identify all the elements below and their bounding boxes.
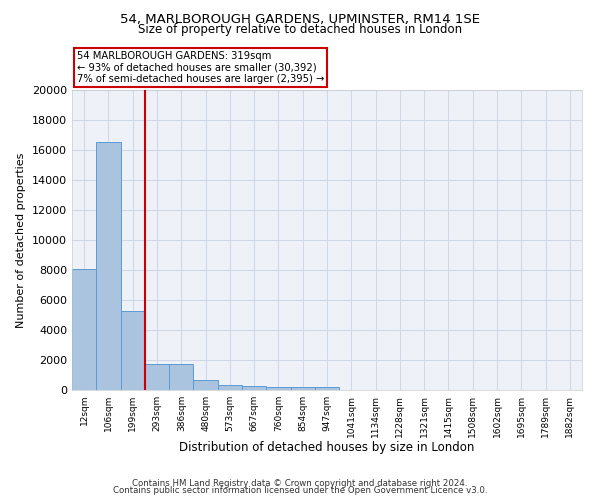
Bar: [169, 364, 193, 390]
Text: 54, MARLBOROUGH GARDENS, UPMINSTER, RM14 1SE: 54, MARLBOROUGH GARDENS, UPMINSTER, RM14…: [120, 12, 480, 26]
Text: Contains public sector information licensed under the Open Government Licence v3: Contains public sector information licen…: [113, 486, 487, 495]
Bar: [242, 386, 266, 390]
Bar: [266, 387, 290, 390]
Bar: [145, 364, 169, 390]
Bar: [193, 380, 218, 390]
X-axis label: Distribution of detached houses by size in London: Distribution of detached houses by size …: [179, 441, 475, 454]
Bar: [72, 268, 96, 390]
Bar: [315, 387, 339, 390]
Bar: [218, 385, 242, 390]
Bar: [96, 142, 121, 390]
Bar: [121, 310, 145, 390]
Bar: [290, 388, 315, 390]
Text: Size of property relative to detached houses in London: Size of property relative to detached ho…: [138, 22, 462, 36]
Text: 54 MARLBOROUGH GARDENS: 319sqm
← 93% of detached houses are smaller (30,392)
7% : 54 MARLBOROUGH GARDENS: 319sqm ← 93% of …: [77, 51, 325, 84]
Y-axis label: Number of detached properties: Number of detached properties: [16, 152, 26, 328]
Text: Contains HM Land Registry data © Crown copyright and database right 2024.: Contains HM Land Registry data © Crown c…: [132, 478, 468, 488]
